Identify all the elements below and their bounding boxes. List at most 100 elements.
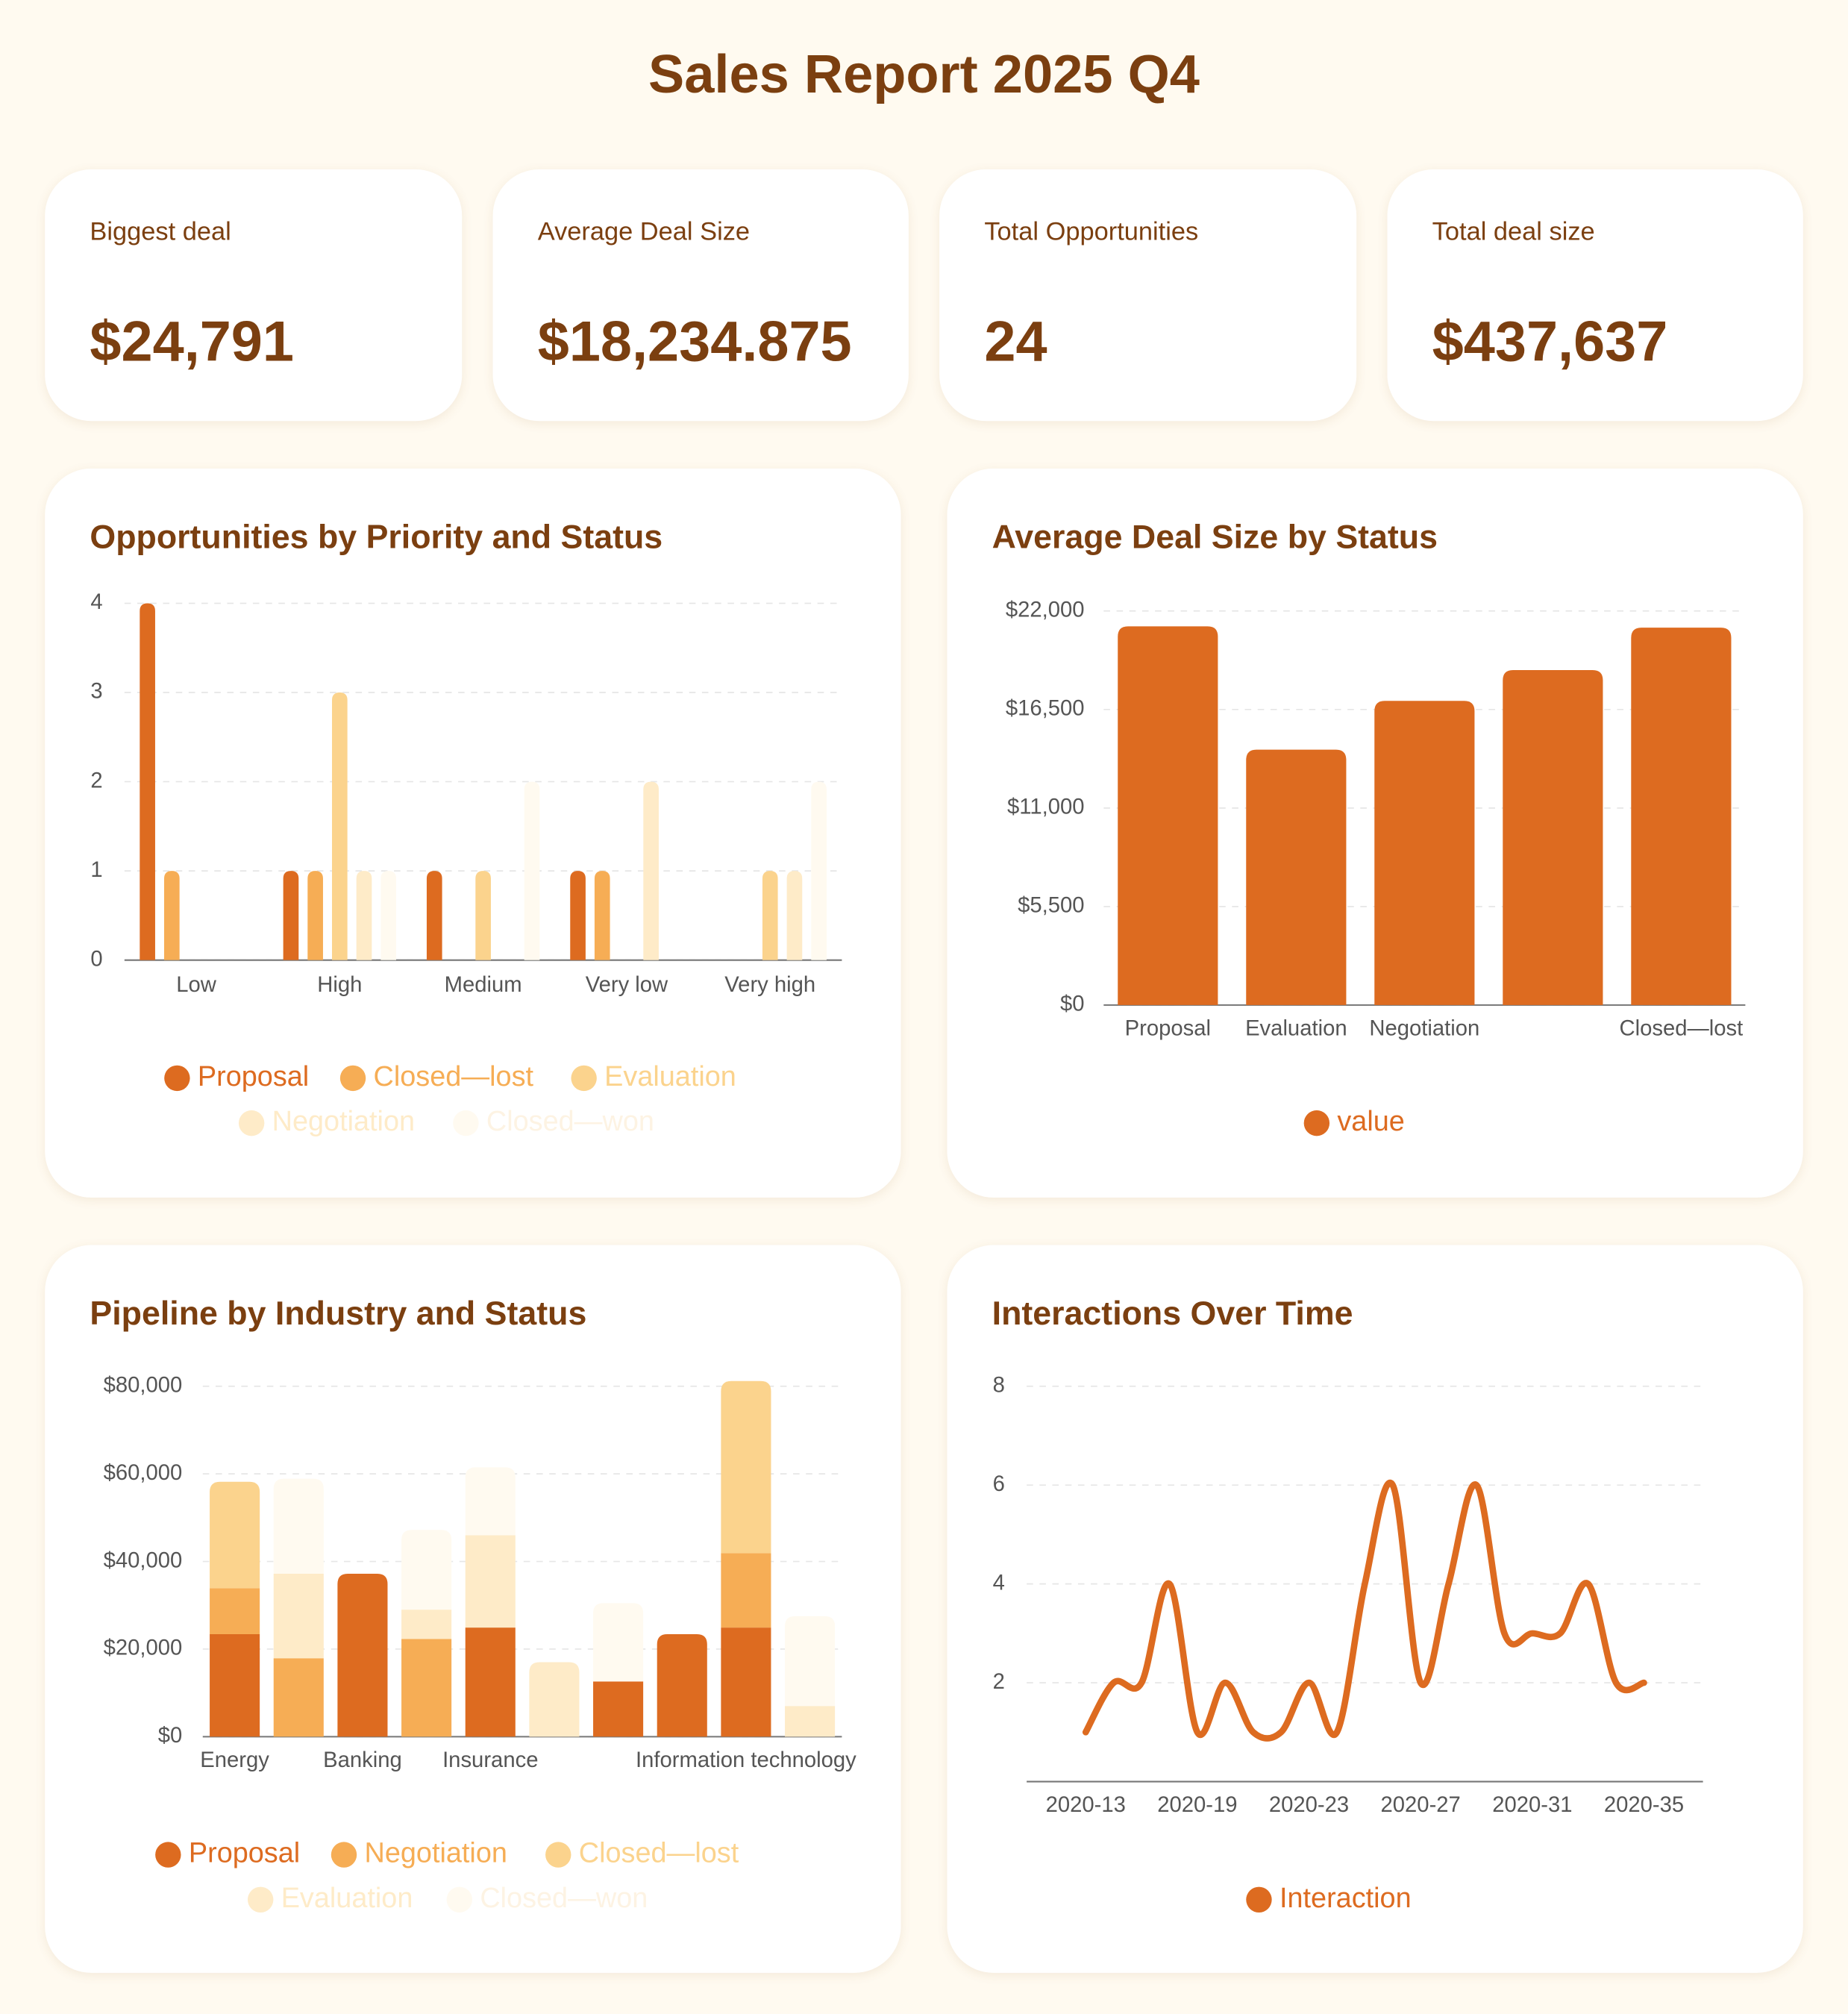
x-tick-label: High [317,973,362,997]
legend-label: Closed—won [486,1106,654,1137]
y-tick-label: $16,500 [1006,697,1085,721]
bar [593,1603,644,1682]
y-tick-label: 2 [90,769,102,792]
bar [210,1588,260,1634]
bar [273,1658,324,1737]
kpi-card: Average Deal Size $18,234.875 [492,169,909,422]
bar [786,871,803,960]
y-tick-label: $0 [158,1724,183,1748]
y-tick-label: 8 [993,1373,1005,1397]
y-tick-label: $80,000 [104,1373,183,1397]
legend-label: Proposal [198,1061,309,1092]
x-tick-label: Proposal [1125,1016,1211,1040]
x-tick-label: Negotiation [1369,1016,1479,1040]
chart-card [947,1245,1803,1973]
bar [332,692,348,960]
y-tick-label: $20,000 [104,1636,183,1660]
kpi-card: Total Opportunities 24 [939,169,1357,422]
x-tick-label: 2020-23 [1269,1793,1349,1817]
bar [356,871,372,960]
bar [273,1478,324,1574]
legend-label: Interaction [1279,1883,1412,1914]
chart-title: Interactions Over Time [992,1295,1353,1332]
legend-label: value [1337,1106,1404,1137]
chart-title: Pipeline by Industry and Status [90,1295,586,1332]
y-tick-label: 0 [90,947,102,971]
bar [465,1467,516,1536]
y-tick-label: 6 [993,1472,1005,1496]
bar [721,1380,771,1554]
kpi-card: Total deal size $437,637 [1387,169,1803,422]
legend-swatch [446,1886,473,1913]
x-tick-label: 2020-19 [1157,1793,1237,1817]
bar [465,1535,516,1628]
bar [401,1639,452,1737]
legend-label: Closed—lost [579,1838,739,1869]
line [1082,1479,1647,1742]
bar [1246,749,1347,1005]
bar [524,781,540,960]
bar [1631,628,1732,1005]
legend-label: Negotiation [272,1106,415,1137]
bar [164,871,180,960]
legend-swatch [331,1842,357,1868]
bar [762,871,778,960]
bar [1374,701,1475,1005]
bar [140,603,155,960]
legend-swatch [238,1110,265,1136]
bar [721,1553,771,1628]
legend-swatch [545,1842,571,1868]
legend-swatch [164,1065,190,1092]
x-tick-label: Closed—lost [1620,1016,1744,1040]
x-tick-label: Energy [200,1748,269,1772]
bar [210,1633,260,1737]
bar [401,1610,452,1639]
x-tick-label: 2020-13 [1046,1793,1126,1817]
bar [273,1573,324,1659]
y-tick-label: $5,500 [1018,894,1084,918]
bar [529,1662,580,1737]
legend-label: Evaluation [281,1883,413,1914]
x-tick-label: Very low [586,973,668,997]
bar [593,1681,644,1737]
y-tick-label: 3 [90,680,102,704]
bar [380,871,397,960]
bar [1503,669,1603,1005]
kpi-label: Total Opportunities [984,218,1199,247]
legend-label: Negotiation [365,1838,507,1869]
x-tick-label: Information technology [636,1748,856,1772]
bar [210,1481,260,1589]
y-tick-label: $60,000 [104,1461,183,1485]
page-title: Sales Report 2025 Q4 [648,43,1200,104]
bar [475,871,491,960]
bar [401,1530,452,1610]
bar [594,871,610,960]
chart-title: Average Deal Size by Status [992,519,1438,555]
x-tick-label: Banking [323,1748,402,1772]
bar [721,1627,771,1737]
kpi-value: 24 [984,310,1047,374]
bar [1118,626,1218,1005]
x-tick-label: Evaluation [1245,1016,1347,1040]
x-tick-label: Very high [724,973,815,997]
bar [337,1573,388,1737]
legend-swatch [1246,1886,1272,1913]
bar [307,871,323,960]
bar [811,781,827,960]
x-tick-label: Insurance [442,1748,538,1772]
kpi-card: Biggest deal $24,791 [45,169,463,422]
bar [570,871,586,960]
y-tick-label: 4 [993,1571,1005,1595]
kpi-label: Average Deal Size [537,218,751,247]
legend-swatch [1303,1110,1330,1136]
kpi-value: $18,234.875 [537,310,852,374]
legend-swatch [571,1065,597,1092]
x-tick-label: Low [176,973,217,997]
y-tick-label: $22,000 [1006,598,1085,622]
legend-swatch [453,1110,479,1136]
bar [785,1706,836,1737]
x-tick-label: 2020-35 [1604,1793,1684,1817]
y-tick-label: 2 [993,1670,1005,1694]
